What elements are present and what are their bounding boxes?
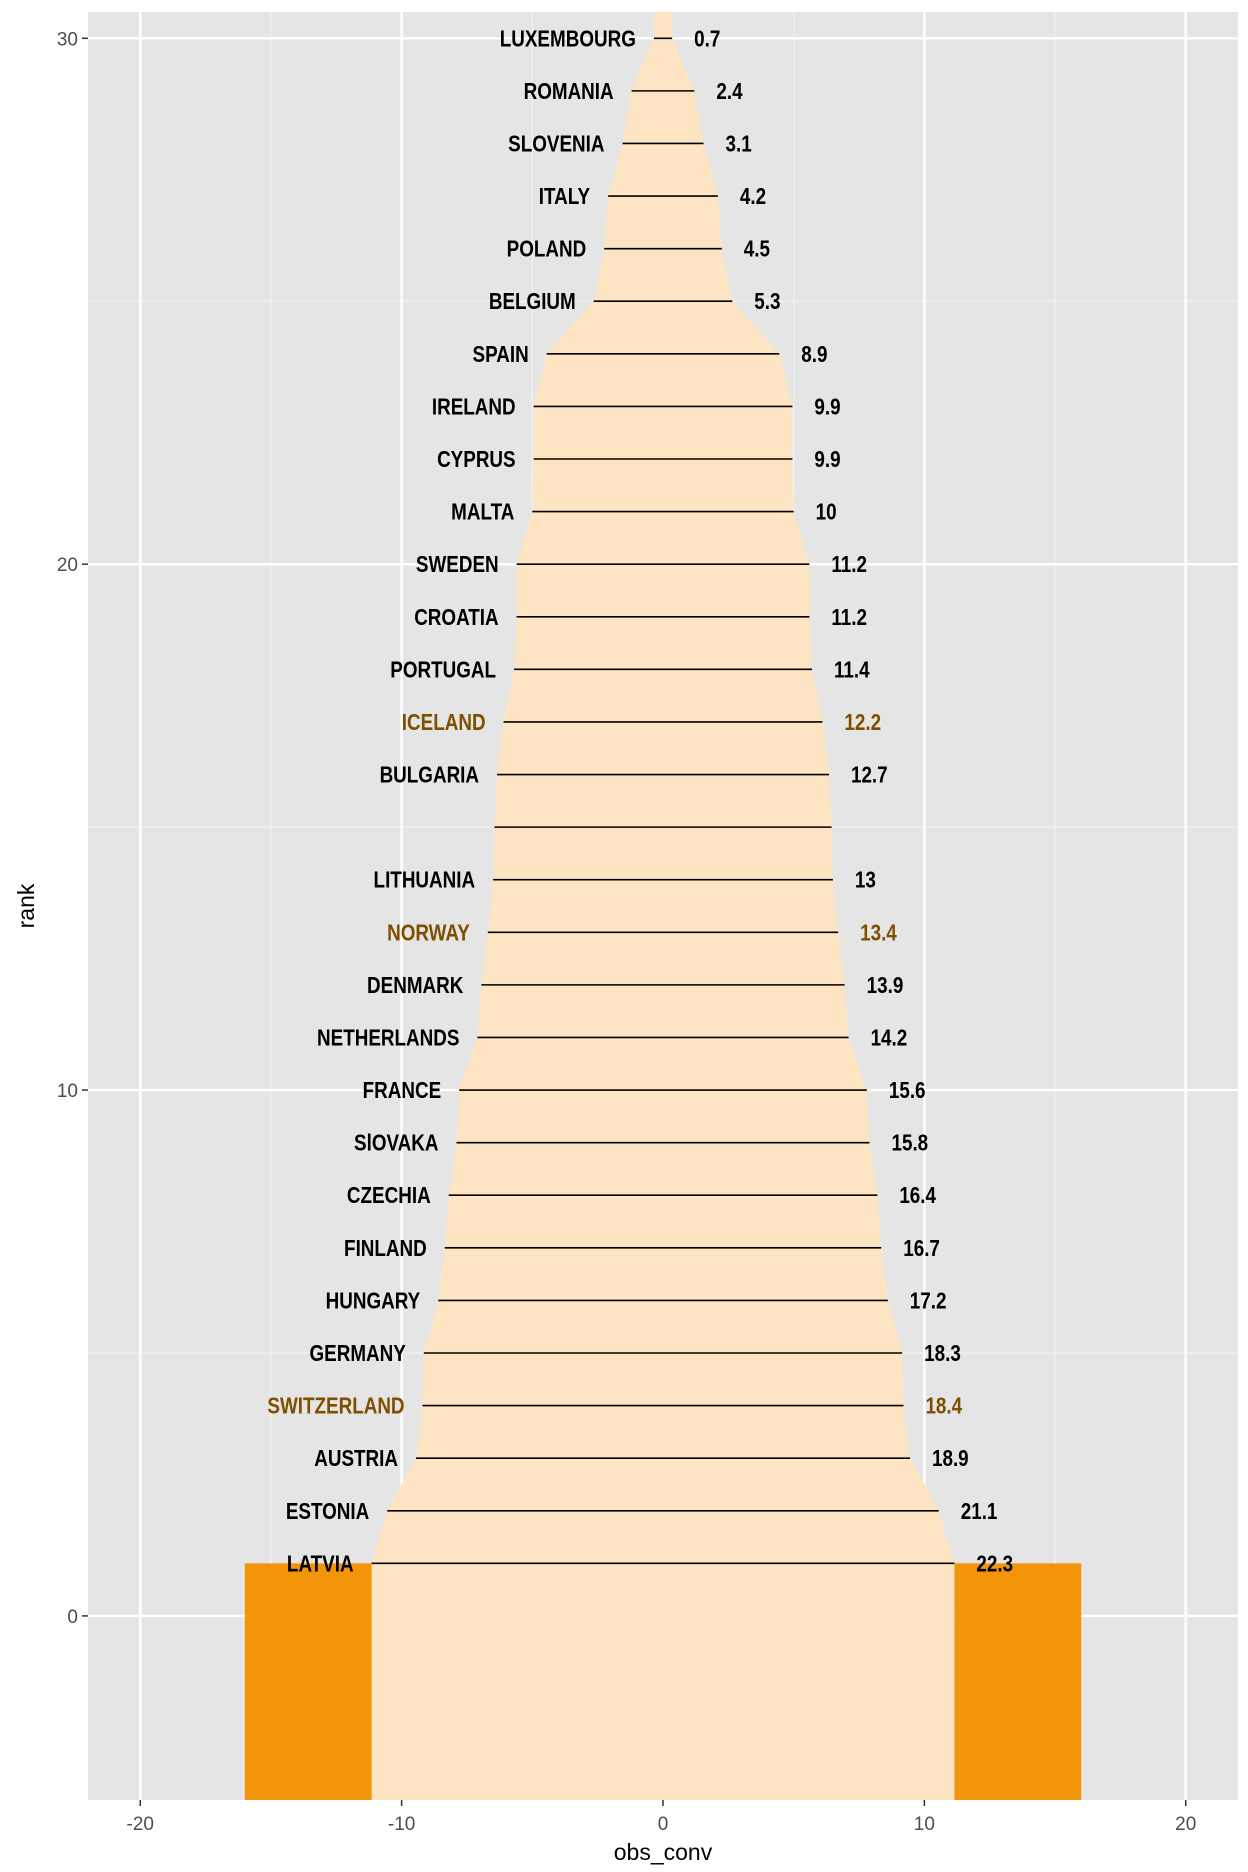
country-label: ITALY [539,184,590,209]
country-label: FINLAND [344,1236,427,1261]
value-label: 11.4 [834,658,870,683]
country-label: SWEDEN [416,552,499,577]
country-label: FRANCE [363,1078,442,1103]
value-label: 13 [855,868,876,893]
x-axis-title: obs_conv [614,1839,713,1865]
country-label: NETHERLANDS [317,1026,459,1051]
country-label: MALTA [451,500,514,525]
value-label: 18.3 [924,1341,961,1366]
y-tick-label: 20 [57,555,78,576]
y-axis-title: rank [13,883,39,928]
country-label: SLOVENIA [508,132,604,157]
value-label: 10 [816,500,837,525]
country-label: PORTUGAL [390,658,496,683]
value-label: 18.4 [925,1394,962,1419]
country-label: NORWAY [387,921,470,946]
value-label: 15.8 [891,1131,928,1156]
axes: -20 -10 0 10 20 0 10 20 30 [57,29,1196,1835]
y-tick-label: 0 [67,1607,78,1628]
value-label: 17.2 [910,1289,947,1314]
country-label: HUNGARY [326,1289,421,1314]
value-label: 11.2 [831,605,867,630]
country-label: CZECHIA [347,1184,431,1209]
x-tick-label: -20 [127,1814,154,1835]
country-label: SlOVAKA [354,1131,438,1156]
value-label: 0.7 [694,27,720,52]
country-label: DENMARK [367,973,463,998]
country-label: CYPRUS [437,447,516,472]
country-label: LITHUANIA [374,868,476,893]
value-label: 14.2 [871,1026,908,1051]
country-label: POLAND [507,237,587,262]
y-tick-label: 10 [57,1081,78,1102]
country-label: SPAIN [472,342,528,367]
value-label: 12.2 [844,710,881,735]
x-tick-label: 10 [914,1814,935,1835]
value-label: 5.3 [754,290,780,315]
value-label: 16.7 [903,1236,940,1261]
country-label: BELGIUM [489,290,576,315]
country-label: LATVIA [287,1552,354,1577]
country-label: LUXEMBOURG [500,27,636,52]
value-label: 11.2 [831,552,867,577]
country-label: ESTONIA [286,1499,369,1524]
value-label: 2.4 [716,79,742,104]
value-label: 3.1 [726,132,752,157]
country-label: GERMANY [310,1341,406,1366]
country-label: BULGARIA [380,763,479,788]
x-tick-label: -10 [388,1814,415,1835]
labels: LUXEMBOURG 0.7 ROMANIA 2.4 SLOVENIA 3.1 ITALY 4… [267,27,1013,1577]
value-label: 13.9 [867,973,904,998]
value-label: 13.4 [860,921,897,946]
country-label: ICELAND [402,710,486,735]
country-label: ROMANIA [524,79,614,104]
x-tick-label: 20 [1175,1814,1196,1835]
side-bar-right [954,1563,1082,1800]
value-label: 4.2 [740,184,766,209]
value-label: 21.1 [961,1499,998,1524]
country-label: SWITZERLAND [267,1394,404,1419]
value-label: 9.9 [814,447,840,472]
value-label: 15.6 [889,1078,926,1103]
y-tick-label: 30 [57,29,78,50]
value-label: 18.9 [932,1446,969,1471]
value-label: 16.4 [899,1184,936,1209]
value-label: 12.7 [851,763,888,788]
value-label: 4.5 [744,237,770,262]
value-label: 8.9 [801,342,827,367]
side-bar-left [244,1563,372,1800]
marks [244,12,1082,1800]
x-tick-label: 0 [658,1814,669,1835]
value-label: 9.9 [814,395,840,420]
country-label: CROATIA [414,605,498,630]
country-label: IRELAND [432,395,516,420]
value-label: 22.3 [976,1552,1013,1577]
country-label: AUSTRIA [314,1446,398,1471]
